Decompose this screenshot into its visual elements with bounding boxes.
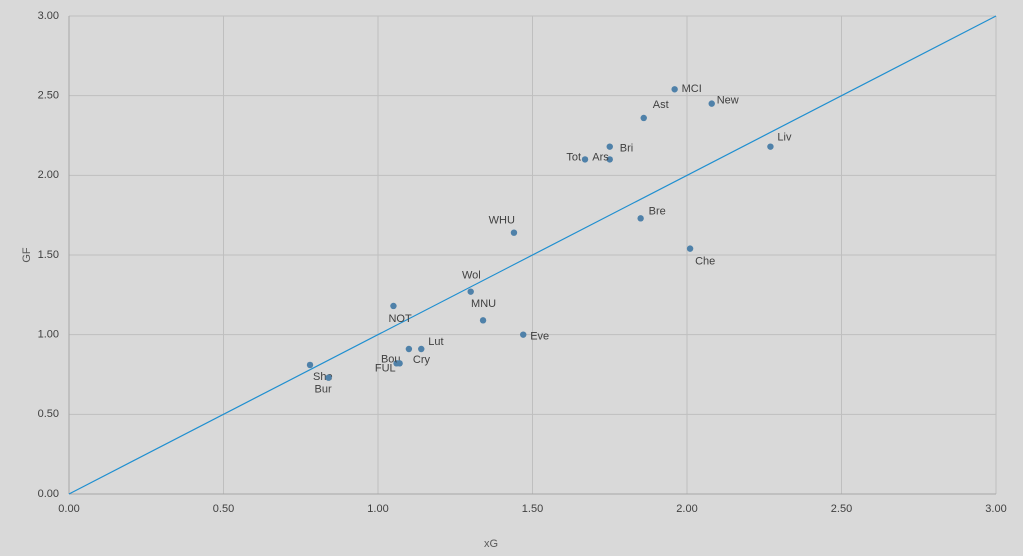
data-label: MCI xyxy=(682,83,702,95)
data-label: Bur xyxy=(315,384,332,396)
point xyxy=(396,360,403,367)
point xyxy=(581,156,589,163)
data-label: Lut xyxy=(428,336,443,348)
point xyxy=(637,215,644,222)
y-tick-label: 2.50 xyxy=(38,90,59,102)
y-tick-label: 3.00 xyxy=(38,10,59,22)
point xyxy=(510,229,518,236)
point xyxy=(606,143,613,150)
point xyxy=(467,288,474,295)
y-tick-label: 0.50 xyxy=(38,408,59,420)
data-label: Cry xyxy=(413,354,431,366)
data-label: Ast xyxy=(653,99,669,111)
y-axis-title: GF xyxy=(21,247,33,263)
point xyxy=(405,345,413,353)
data-label: Bou xyxy=(381,353,401,365)
point xyxy=(708,100,715,107)
data-label: Bre xyxy=(649,205,666,217)
point xyxy=(418,345,425,353)
y-tick-label: 0.00 xyxy=(38,488,59,500)
point xyxy=(686,245,694,252)
data-label: MNU xyxy=(471,298,496,310)
data-label: NOT xyxy=(388,313,412,325)
x-axis-title: xG xyxy=(484,538,498,550)
y-tick-label: 2.00 xyxy=(38,169,59,181)
x-tick-label: 1.00 xyxy=(367,503,388,515)
point xyxy=(640,114,647,122)
data-label: New xyxy=(717,95,739,107)
point xyxy=(606,156,613,163)
data-label: Bri xyxy=(620,143,633,155)
y-tick-label: 1.50 xyxy=(38,249,59,261)
point xyxy=(306,361,314,369)
point xyxy=(671,86,678,93)
data-label: Wol xyxy=(462,270,481,282)
point xyxy=(767,143,774,150)
x-tick-label: 1.50 xyxy=(522,503,543,515)
point xyxy=(479,317,487,324)
data-label: FUL xyxy=(375,362,396,374)
x-tick-label: 0.50 xyxy=(213,503,234,515)
point xyxy=(390,302,397,310)
data-label: Liv xyxy=(777,132,792,144)
data-label: Ars xyxy=(592,151,609,163)
x-tick-label: 2.00 xyxy=(676,503,697,515)
data-label: Eve xyxy=(530,331,549,343)
reference-line xyxy=(68,15,997,495)
data-label: WHU xyxy=(489,215,515,227)
y-tick-label: 1.00 xyxy=(38,329,59,341)
data-label: Tot xyxy=(566,151,581,163)
x-tick-label: 0.00 xyxy=(58,503,79,515)
x-tick-label: 2.50 xyxy=(831,503,852,515)
data-label: Che xyxy=(695,256,715,268)
point xyxy=(325,374,332,381)
point xyxy=(520,331,527,338)
x-tick-label: 3.00 xyxy=(985,503,1006,515)
